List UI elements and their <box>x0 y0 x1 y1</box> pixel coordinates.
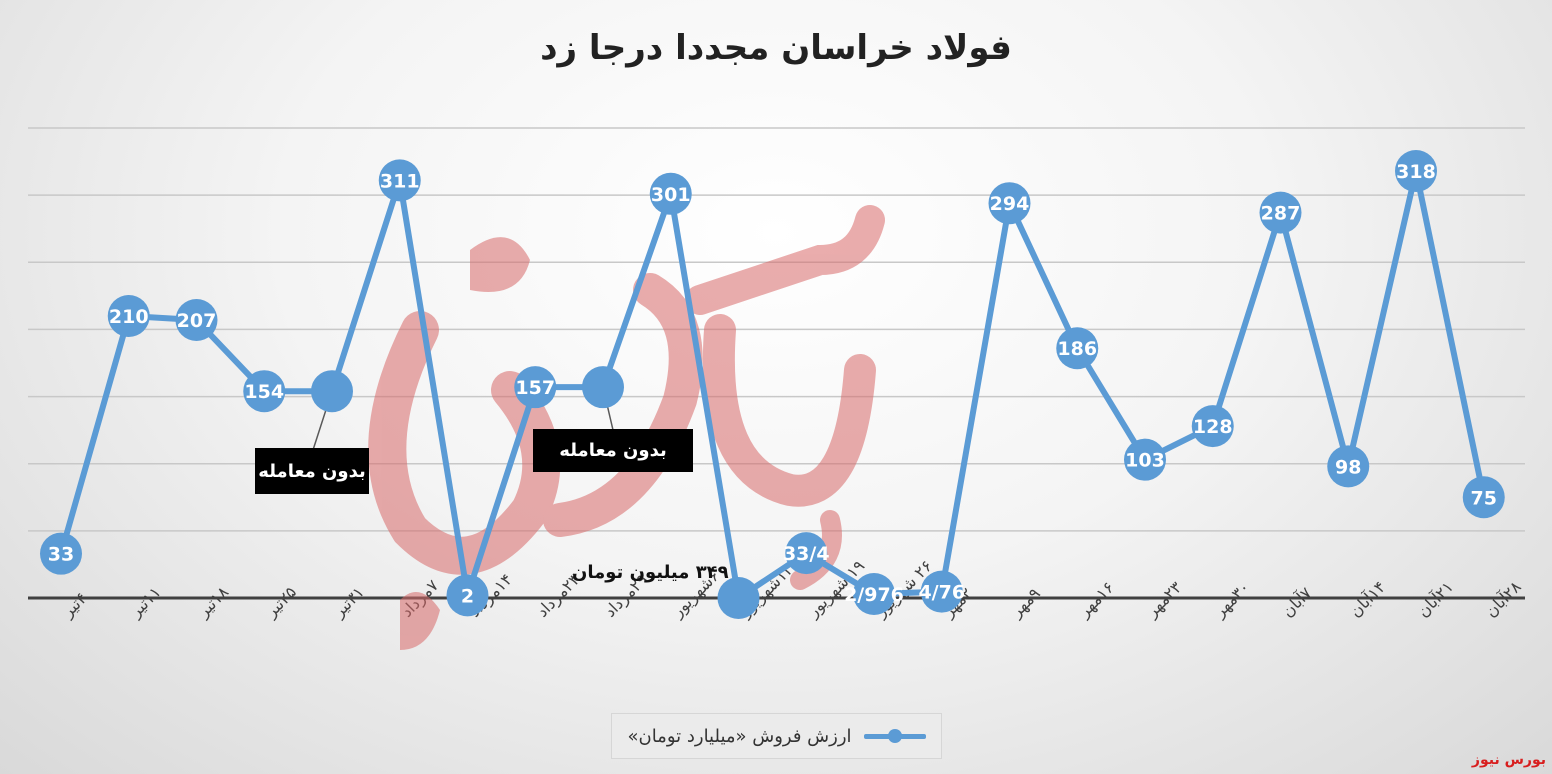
data-point <box>988 182 1031 225</box>
x-tick-label: ۱۱تیر <box>125 582 165 622</box>
data-point <box>717 577 760 619</box>
data-label: 103 <box>1125 450 1165 472</box>
annotation-no-trade-2: بدون معامله <box>533 429 693 472</box>
data-point <box>582 366 624 409</box>
x-tick-label: ۹مهر <box>1006 584 1044 622</box>
data-points: 33 210 207 154 311 2 157 301 33/4 2/976 4/76 294 186… <box>40 149 1505 619</box>
x-tick-label: ۳۱تیر <box>329 582 369 622</box>
series-line <box>58 167 1487 601</box>
brand-label: بورس نیوز <box>1471 752 1546 768</box>
data-point <box>785 532 828 575</box>
data-point <box>378 159 421 202</box>
x-tick-label: ۲۳مهر <box>1142 577 1187 622</box>
data-point <box>107 295 150 337</box>
data-point <box>1191 405 1234 448</box>
data-label: 157 <box>515 377 555 399</box>
data-label: 311 <box>380 170 420 192</box>
data-label: 2/976 <box>844 584 904 606</box>
data-label: 75 <box>1471 487 1497 509</box>
data-point <box>175 299 218 342</box>
data-point <box>40 532 82 575</box>
data-point <box>1259 191 1302 234</box>
x-tick-label: ۷آبان <box>1278 583 1316 621</box>
data-label: 33 <box>48 544 74 566</box>
data-label: 4/76 <box>918 582 965 604</box>
legend-series-marker <box>863 726 926 746</box>
x-tick-label: ۴تیر <box>58 589 92 623</box>
data-label: 287 <box>1261 203 1301 225</box>
data-point <box>446 574 489 617</box>
legend-series-label: ارزش فروش «میلیارد تومان» <box>627 725 852 747</box>
data-point <box>920 570 963 613</box>
data-point <box>243 370 286 413</box>
data-label: 301 <box>651 184 691 206</box>
data-label: 128 <box>1193 416 1233 438</box>
chart-title: فولاد خراسان مجددا درجا زد <box>540 28 1012 68</box>
data-point <box>1462 476 1505 519</box>
annotation-no-trade-1: بدون معامله <box>255 448 369 494</box>
x-tick-label: ۱۸تیر <box>193 582 233 622</box>
data-point <box>1395 149 1437 192</box>
data-label: 318 <box>1396 161 1436 183</box>
data-label: 2 <box>461 585 474 607</box>
data-point <box>1056 327 1099 370</box>
data-point <box>1327 445 1370 488</box>
data-label: 210 <box>109 306 149 328</box>
x-tick-label: ۱۶مهر <box>1074 578 1119 623</box>
data-point <box>1124 438 1166 481</box>
x-tick-label: ۲۵تیر <box>261 582 301 622</box>
data-label: 98 <box>1335 456 1361 478</box>
data-label: 33/4 <box>783 543 830 565</box>
data-point <box>853 573 895 616</box>
data-point <box>311 370 353 413</box>
data-label: 154 <box>244 381 284 403</box>
data-label: 294 <box>990 193 1030 215</box>
x-axis: ۴تیر ۱۱تیر ۱۸تیر ۲۵تیر ۳۱تیر ۷مرداد ۱۴مرداد ۲۳م… <box>28 556 1525 622</box>
annotation-value-note: ۳۴۹ میلیون تومان <box>572 562 729 583</box>
legend: ارزش فروش «میلیارد تومان» <box>611 713 942 759</box>
data-point <box>514 366 557 409</box>
data-label: 207 <box>177 310 217 332</box>
data-label: 186 <box>1057 338 1097 360</box>
x-tick-label: ۳۰مهر <box>1209 578 1254 623</box>
data-point <box>649 172 692 215</box>
